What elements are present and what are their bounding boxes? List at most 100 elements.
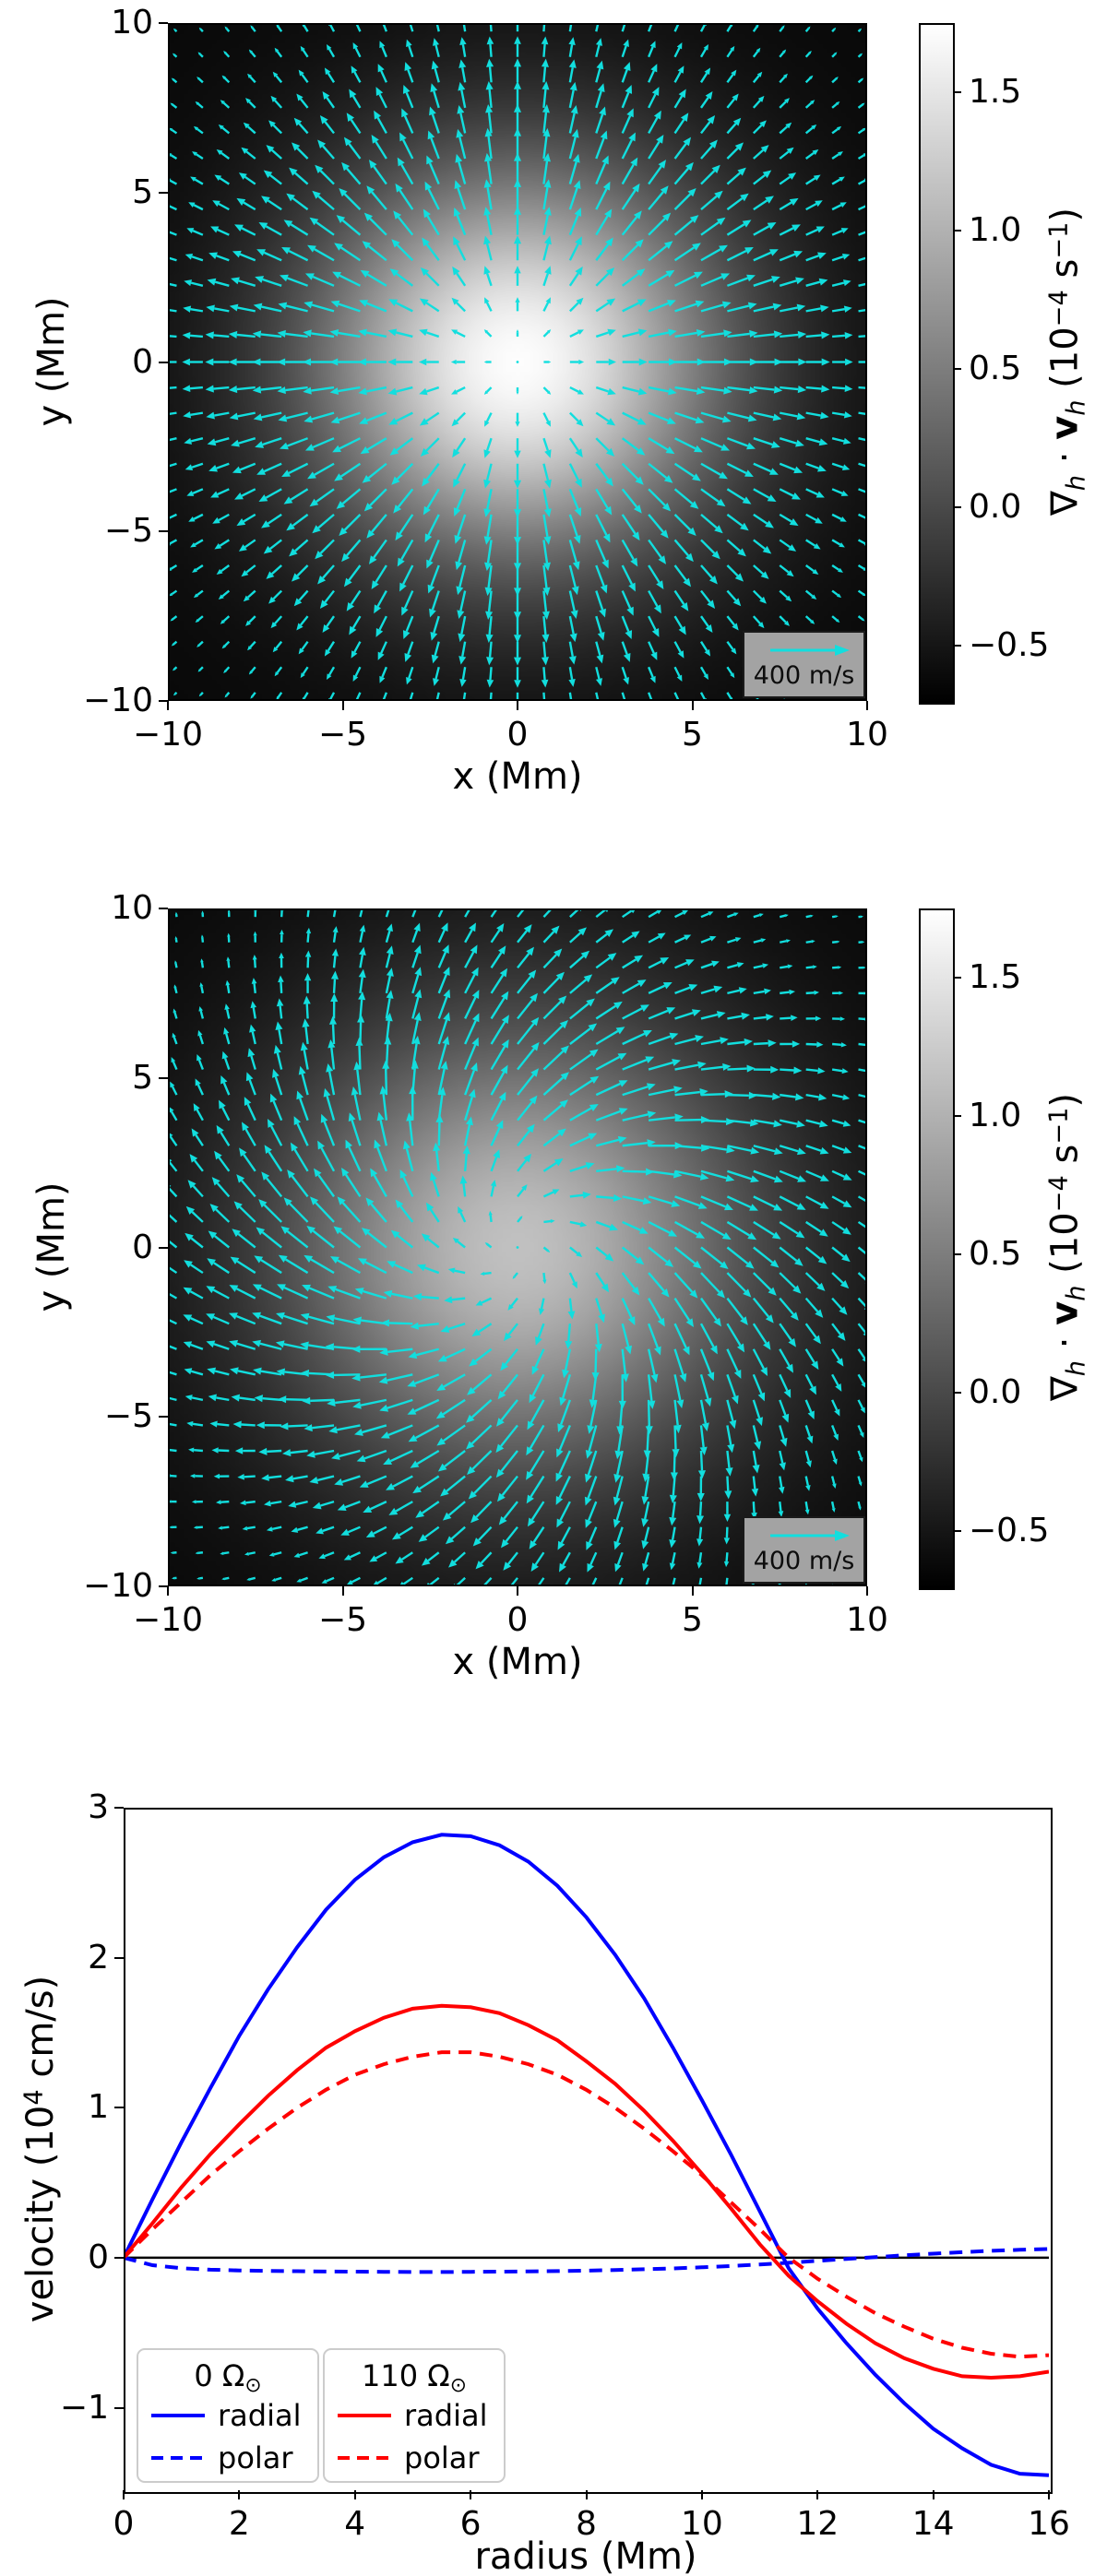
quiver-arrow <box>197 52 204 58</box>
quiver-arrow <box>426 539 440 569</box>
quiver-arrow <box>527 1501 545 1527</box>
quiver-arrow <box>269 1093 283 1122</box>
y-tick-label: 0 <box>132 342 153 381</box>
quiver-arrow <box>170 102 178 109</box>
quiver-arrow <box>831 1220 851 1235</box>
quiver-arrow <box>472 1525 493 1547</box>
quiver-arrow <box>517 946 535 969</box>
quiver-arrow <box>586 1526 598 1550</box>
quiver-arrow <box>383 1289 413 1300</box>
quiver-arrow <box>700 1011 726 1020</box>
x-tick-mark <box>932 2490 934 2499</box>
quiver-arrow <box>595 237 613 261</box>
quiver-arrow <box>196 77 204 84</box>
quiver-arrow <box>618 1374 626 1409</box>
quiver-arrow <box>247 73 256 84</box>
quiver-arrow <box>673 187 696 210</box>
quiver-arrow <box>274 666 283 677</box>
quiver-arrow <box>186 228 204 236</box>
quiver-arrow <box>352 42 362 58</box>
quiver-arrow <box>804 1476 811 1491</box>
quiver-arrow <box>621 666 629 685</box>
quiver-arrow <box>513 641 522 666</box>
quiver-arrow <box>517 908 529 918</box>
quiver-arrow <box>621 108 634 134</box>
quiver-arrow <box>426 155 440 185</box>
quiver-arrow <box>804 51 812 58</box>
quiver-arrow <box>805 1093 827 1101</box>
quiver-arrow <box>415 1501 440 1518</box>
quiver-arrow <box>780 964 793 969</box>
quiver-arrow <box>753 411 782 421</box>
quiver-arrow <box>214 539 230 550</box>
quiver-arrow <box>408 1347 440 1359</box>
quiver-arrow <box>212 513 230 524</box>
quiver-arrow <box>726 488 752 505</box>
quiver-arrow <box>832 331 853 339</box>
quiver-arrow <box>804 149 819 160</box>
quiver-arrow <box>723 1502 732 1523</box>
quiver-arrow <box>832 1016 846 1022</box>
y-tick-label: −5 <box>103 1397 153 1436</box>
quiver-arrow <box>334 1475 361 1486</box>
x-tick-label: 0 <box>506 1601 529 1639</box>
quiver-arrow <box>857 1501 862 1511</box>
quiver-arrow <box>622 1195 652 1205</box>
quiver-arrow <box>419 386 440 396</box>
quiver-arrow <box>221 640 231 649</box>
quiver-arrow <box>517 1068 539 1096</box>
quiver-arrow <box>858 915 863 919</box>
quiver-arrow <box>673 539 694 563</box>
quiver-arrow <box>462 23 467 32</box>
quiver-arrow <box>197 666 204 672</box>
legend-header-text: 0 Ω <box>194 2358 245 2393</box>
quiver-arrow <box>464 1013 480 1045</box>
quiver-arrow <box>673 514 696 537</box>
quiver-arrow <box>276 23 283 32</box>
quiver-arrow <box>831 279 851 287</box>
quiver-arrow <box>542 179 552 210</box>
legend-110-omega: 110 Ω⊙ radial polar <box>323 2348 506 2483</box>
quiver-arrow <box>402 615 414 639</box>
quiver-arrow <box>497 1475 518 1502</box>
quiver-arrow <box>490 908 501 918</box>
quiver-arrow <box>300 45 309 58</box>
y-tick-mark <box>159 700 168 702</box>
quiver-arrow <box>700 960 720 969</box>
quiver-arrow <box>590 1577 598 1586</box>
y-tick-mark <box>114 2107 124 2109</box>
quiver-arrow <box>506 1577 518 1586</box>
quiver-arrow <box>648 134 664 160</box>
quiver-arrow <box>224 26 231 32</box>
quiver-arrow <box>168 152 178 160</box>
quiver-arrow <box>332 437 361 453</box>
quiver-arrow <box>805 990 820 995</box>
quiver-arrow <box>674 1195 708 1209</box>
quiver-arrow <box>281 462 309 477</box>
quiver-arrow <box>587 1551 598 1573</box>
quiver-arrow <box>531 1348 545 1375</box>
quiver-arrow <box>805 358 830 366</box>
quiver-arrow <box>832 358 853 366</box>
quiver-arrow <box>363 488 387 512</box>
quiver-arrow <box>423 208 440 236</box>
quiver-arrow <box>486 36 494 57</box>
quiver-arrow <box>526 1475 545 1504</box>
quiver-arrow <box>780 411 806 421</box>
quiver-arrow <box>752 1450 760 1474</box>
quiver-arrow <box>168 1132 178 1146</box>
quiver-arrow <box>674 1035 704 1046</box>
quiver-arrow <box>517 992 538 1020</box>
quiver-arrow <box>512 1272 518 1279</box>
x-tick-label: 16 <box>1028 2505 1070 2543</box>
quiver-arrow <box>529 1373 545 1404</box>
quiver-arrow <box>831 1119 851 1127</box>
quiver-arrow <box>674 1009 701 1020</box>
quiver-arrow <box>246 1576 256 1581</box>
quiver-arrow <box>464 1037 479 1071</box>
quiver-arrow <box>621 85 633 109</box>
p2-x-axis-label: x (Mm) <box>452 1641 583 1683</box>
quiver-arrow <box>272 640 283 653</box>
quiver-arrow <box>648 539 667 564</box>
quiver-arrow <box>431 641 440 664</box>
